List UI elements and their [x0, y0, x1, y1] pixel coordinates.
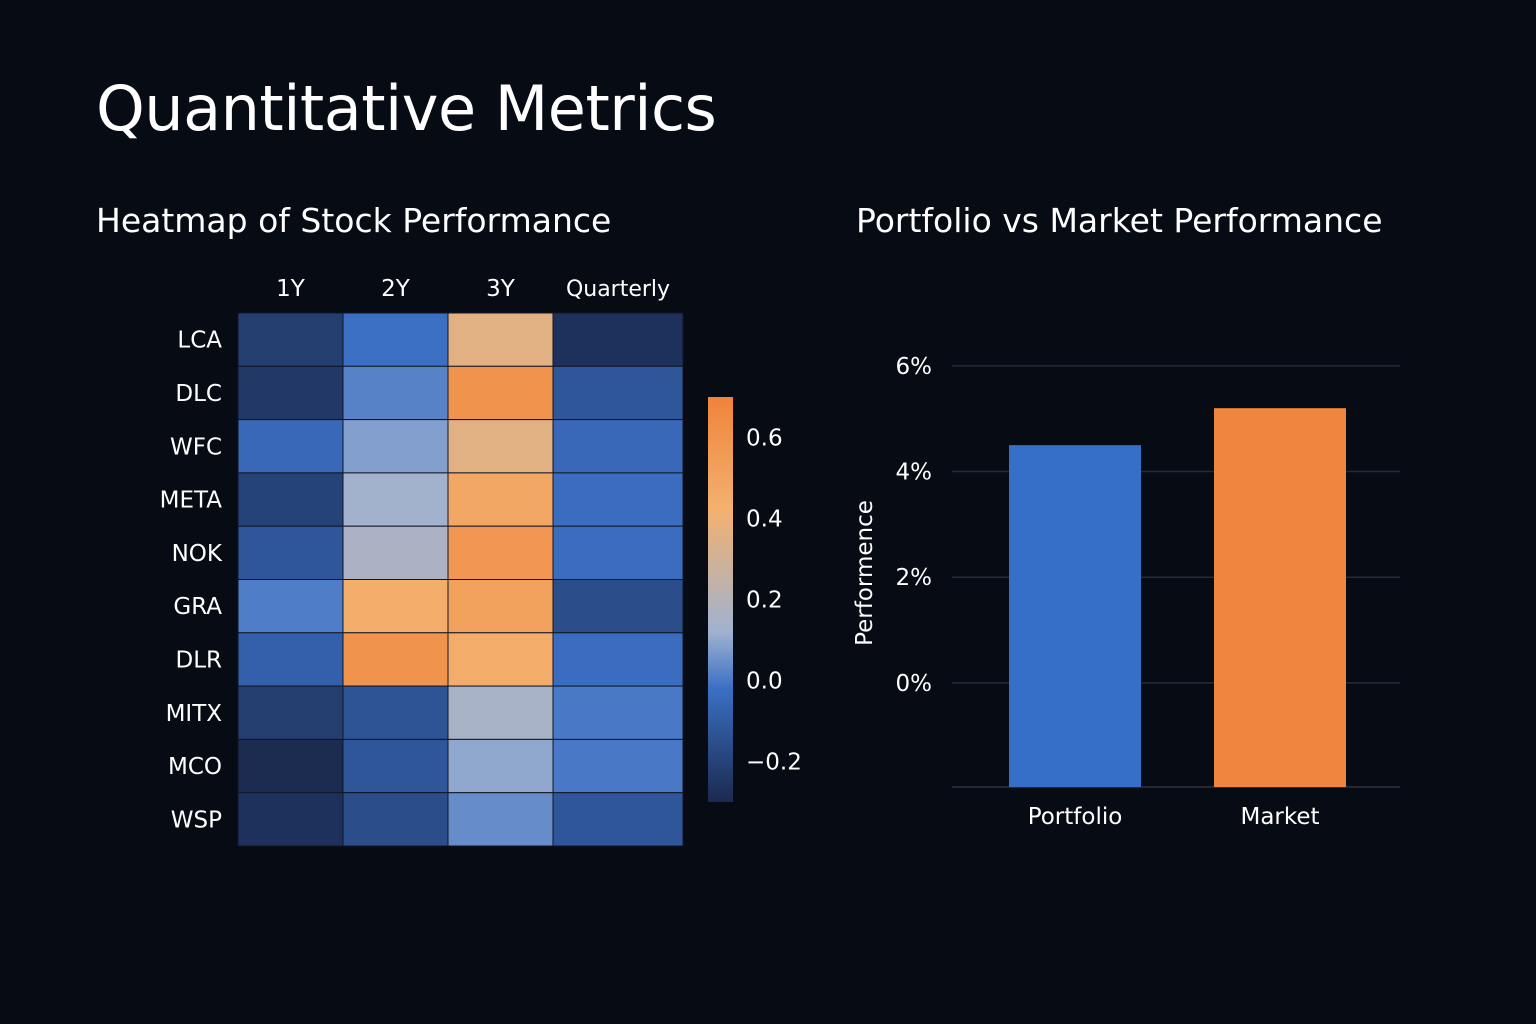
heatmap-cell — [447, 525, 554, 581]
heatmap-row-label: LCA — [177, 328, 222, 354]
heatmap-cell — [237, 312, 344, 367]
heatmap-cell — [342, 365, 449, 421]
heatmap-cell — [342, 579, 449, 634]
heatmap-column-label: 2Y — [381, 276, 411, 302]
bar-category-label: Portfolio — [1028, 804, 1123, 830]
heatmap-row-label: DLC — [175, 381, 222, 407]
bar-category-label: Market — [1240, 804, 1319, 830]
heatmap-cell — [552, 579, 684, 634]
heatmap-cell — [552, 792, 684, 847]
heatmap-cell — [447, 685, 554, 740]
colorbar-tick-label: 0.6 — [746, 426, 783, 452]
bar-y-tick-label: 2% — [896, 565, 933, 591]
heatmap-cell — [342, 525, 449, 581]
heatmap-row-label: DLR — [175, 647, 222, 673]
heatmap-row-label: MITX — [166, 701, 223, 727]
heatmap-cell — [447, 472, 554, 527]
heatmap-cell — [552, 365, 684, 421]
heatmap-cell — [552, 738, 684, 794]
heatmap-cell — [237, 685, 344, 740]
heatmap-cell — [552, 685, 684, 740]
heatmap-column-label: 3Y — [486, 276, 516, 302]
bar-y-axis-label: Performence — [852, 500, 878, 646]
heatmap-cell — [552, 472, 684, 527]
bar-chart-title: Portfolio vs Market Performance — [856, 201, 1383, 240]
heatmap-column-label: 1Y — [276, 276, 306, 302]
heatmap-cell — [237, 472, 344, 527]
heatmap-cell — [342, 472, 449, 527]
heatmap-cell — [237, 792, 344, 847]
heatmap-row-label: META — [160, 488, 223, 514]
heatmap-row-label: WFC — [170, 434, 222, 460]
heatmap-cell — [342, 632, 449, 687]
heatmap-title: Heatmap of Stock Performance — [96, 201, 612, 240]
colorbar-tick-label: −0.2 — [746, 750, 802, 776]
heatmap-row-label: WSP — [171, 807, 222, 833]
heatmap-row-label: NOK — [172, 541, 223, 567]
heatmap-cell — [447, 312, 554, 367]
bar-y-tick-label: 4% — [896, 460, 933, 486]
heatmap-cell — [447, 365, 554, 421]
bar-chart: 0% 2% 4% 6% Performence Portfolio Market — [852, 354, 1400, 830]
heatmap-row-label: GRA — [173, 594, 222, 620]
bar-y-tick-label: 6% — [896, 354, 933, 380]
colorbar-tick-label: 0.4 — [746, 507, 783, 533]
bar-portfolio — [1009, 445, 1141, 787]
colorbar-tick-label: 0.2 — [746, 588, 783, 614]
colorbar — [708, 397, 733, 802]
heatmap-cell — [342, 312, 449, 367]
colorbar-tick-label: 0.0 — [746, 669, 783, 695]
bar-y-tick-label: 0% — [896, 671, 933, 697]
heatmap-cell — [447, 632, 554, 687]
heatmap-column-label: Quarterly — [566, 277, 670, 302]
bar-market — [1214, 408, 1346, 787]
heatmap-chart: 1Y 2Y 3Y Quarterly LCA DLC WFC META NOK GRA DLR MIT… — [160, 276, 802, 847]
heatmap-cell — [237, 365, 344, 421]
heatmap-cell — [552, 419, 684, 474]
heatmap-cell — [552, 312, 684, 367]
heatmap-cell — [447, 792, 554, 847]
page-title: Quantitative Metrics — [96, 72, 717, 145]
heatmap-row-label: MCO — [168, 754, 222, 780]
